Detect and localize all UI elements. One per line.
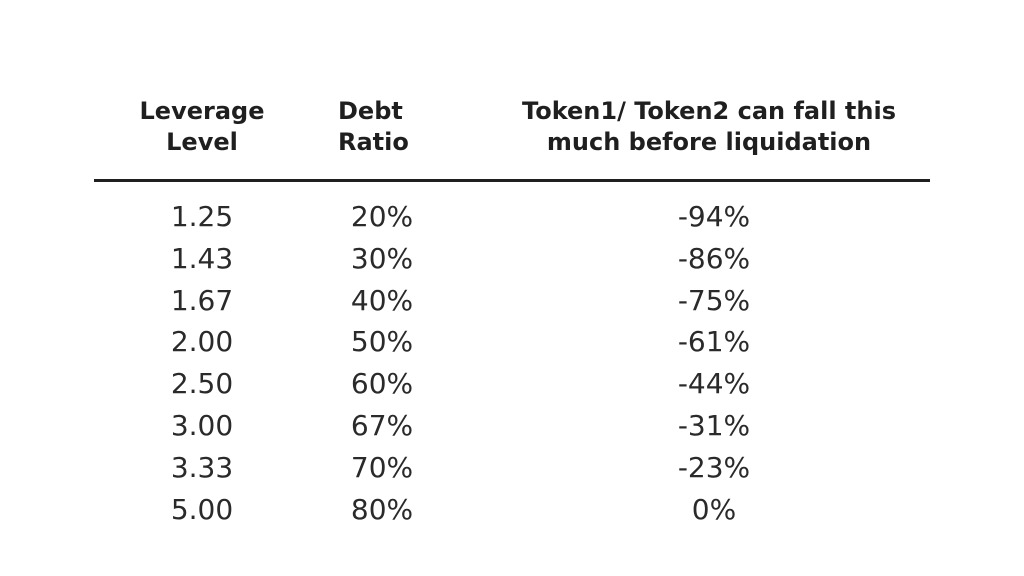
token-cell: -61% xyxy=(677,325,751,359)
table-row: 1.67 40% -75% xyxy=(94,282,930,324)
table-row: 1.25 20% -94% xyxy=(94,198,930,240)
header-text: Level xyxy=(166,128,238,156)
header-debt-ratio: Debt Ratio xyxy=(338,96,418,158)
leverage-cell: 1.43 xyxy=(170,241,234,275)
leverage-cell: 1.67 xyxy=(170,283,234,317)
leverage-cell: 2.50 xyxy=(170,367,234,401)
header-text: Debt xyxy=(338,97,403,125)
leverage-cell: 2.00 xyxy=(170,325,234,359)
debt-cell: 30% xyxy=(350,241,414,275)
header-text: Token1/ Token2 can fall this xyxy=(522,97,896,125)
token-cell: -75% xyxy=(677,283,751,317)
header-token-fall: Token1/ Token2 can fall this much before… xyxy=(514,96,904,158)
debt-cell: 50% xyxy=(350,325,414,359)
token-cell: 0% xyxy=(691,492,737,526)
leverage-table: Leverage Level Debt Ratio Token1/ Token2… xyxy=(94,0,930,576)
leverage-cell: 5.00 xyxy=(170,492,234,526)
table-row: 5.00 80% 0% xyxy=(94,491,930,533)
debt-cell: 80% xyxy=(350,492,414,526)
table-row: 2.50 60% -44% xyxy=(94,365,930,407)
debt-cell: 20% xyxy=(350,200,414,233)
header-text: much before liquidation xyxy=(546,128,872,156)
leverage-cell: 3.33 xyxy=(170,450,234,484)
token-cell: -23% xyxy=(677,450,751,484)
header-text: Ratio xyxy=(338,128,409,156)
header-text: Leverage xyxy=(139,97,265,125)
table-row: 3.00 67% -31% xyxy=(94,407,930,449)
table-row: 1.43 30% -86% xyxy=(94,240,930,282)
header-leverage-level: Leverage Level xyxy=(132,96,272,158)
debt-cell: 70% xyxy=(350,450,414,484)
header-divider xyxy=(94,179,930,182)
debt-cell: 60% xyxy=(350,367,414,401)
table-row: 3.33 70% -23% xyxy=(94,449,930,491)
leverage-cell: 1.25 xyxy=(170,200,234,233)
leverage-cell: 3.00 xyxy=(170,408,234,442)
table-row: 2.00 50% -61% xyxy=(94,323,930,365)
token-cell: -31% xyxy=(677,408,751,442)
table-body: 1.25 20% -94% 1.43 30% -86% 1.67 40% -75… xyxy=(94,198,930,532)
token-cell: -44% xyxy=(677,367,751,401)
token-cell: -86% xyxy=(677,241,751,275)
token-cell: -94% xyxy=(677,200,751,233)
debt-cell: 67% xyxy=(350,408,414,442)
debt-cell: 40% xyxy=(350,283,414,317)
